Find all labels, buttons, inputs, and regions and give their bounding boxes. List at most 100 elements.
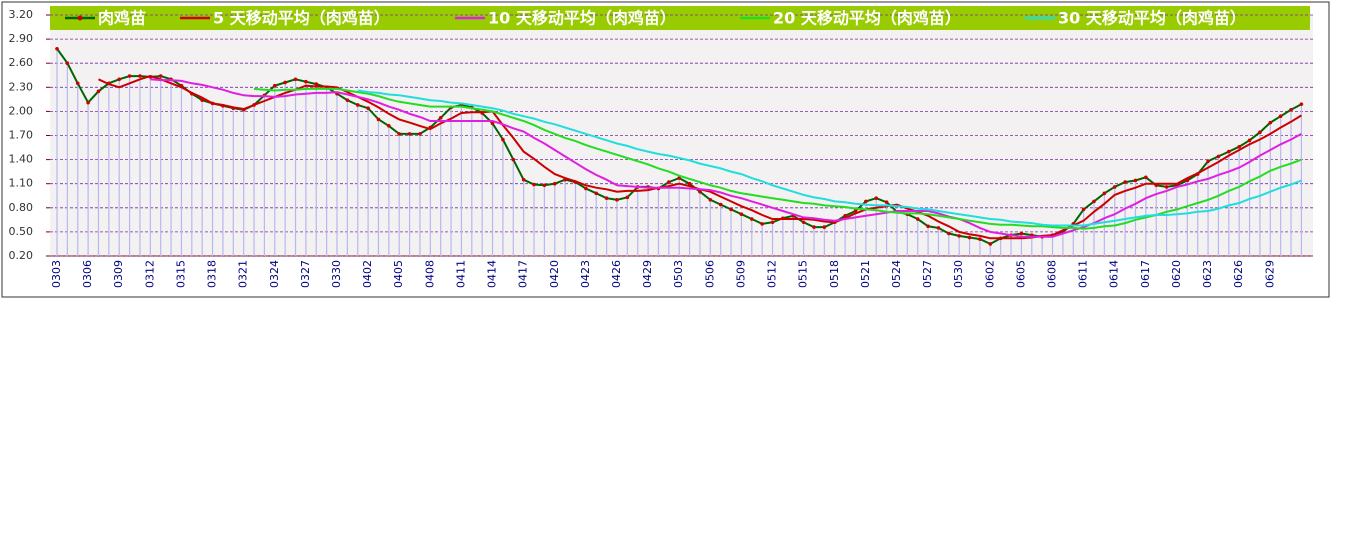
- point-marker: [552, 181, 557, 186]
- legend-label: 30 天移动平均（肉鸡苗）: [1058, 9, 1246, 28]
- point-marker: [75, 81, 80, 86]
- y-tick-label: 1.70: [9, 129, 34, 142]
- x-tick-label: 0527: [921, 260, 934, 288]
- point-marker: [438, 116, 443, 120]
- x-tick-label: 0608: [1046, 260, 1059, 288]
- y-tick-label: 0.20: [9, 249, 34, 262]
- point-marker: [1237, 144, 1241, 149]
- series-line: [150, 78, 1302, 238]
- point-marker: [366, 106, 370, 110]
- legend-label: 肉鸡苗: [98, 9, 146, 28]
- point-marker: [853, 209, 858, 213]
- legend-marker: [77, 15, 83, 21]
- point-marker: [1019, 231, 1024, 236]
- point-marker: [1102, 191, 1107, 196]
- point-marker: [739, 212, 744, 217]
- x-tick-label: 0524: [890, 260, 903, 288]
- x-tick-label: 0530: [952, 260, 965, 288]
- point-marker: [947, 231, 951, 236]
- y-tick-label: 1.10: [9, 177, 34, 190]
- x-tick-label: 0611: [1077, 260, 1090, 288]
- x-tick-label: 0315: [174, 260, 187, 288]
- x-tick-label: 0402: [361, 260, 374, 288]
- legend-band: [50, 6, 1310, 30]
- point-marker: [532, 182, 536, 187]
- point-marker: [687, 181, 692, 186]
- point-marker: [729, 207, 733, 212]
- point-marker: [55, 46, 59, 51]
- x-tick-label: 0626: [1232, 260, 1245, 288]
- x-tick-label: 0417: [517, 260, 530, 288]
- point-marker: [304, 79, 308, 84]
- point-marker: [387, 124, 391, 128]
- point-marker: [511, 157, 516, 162]
- point-marker: [988, 242, 993, 246]
- series-line: [357, 89, 1302, 227]
- point-marker: [1164, 185, 1169, 189]
- point-marker: [65, 61, 70, 65]
- point-marker: [501, 137, 505, 142]
- x-tick-label: 0602: [983, 260, 996, 288]
- x-tick-label: 0405: [392, 260, 405, 288]
- x-tick-label: 0426: [610, 260, 623, 288]
- point-marker: [1289, 107, 1293, 112]
- x-tick-label: 0303: [50, 260, 63, 288]
- point-marker: [272, 83, 277, 88]
- y-tick-label: 0.50: [9, 225, 34, 238]
- x-tick-label: 0327: [299, 260, 312, 288]
- x-tick-label: 0330: [330, 260, 343, 288]
- point-marker: [884, 200, 889, 204]
- point-marker: [1133, 178, 1138, 183]
- x-tick-label: 0509: [734, 260, 747, 288]
- point-marker: [293, 77, 298, 82]
- x-tick-label: 0420: [548, 260, 561, 288]
- point-marker: [521, 177, 526, 182]
- point-marker: [594, 191, 599, 196]
- point-marker: [1216, 154, 1221, 159]
- point-marker: [718, 202, 723, 207]
- x-tick-label: 0515: [797, 260, 810, 288]
- point-marker: [127, 74, 132, 78]
- point-marker: [957, 234, 961, 238]
- point-marker: [822, 225, 827, 229]
- x-tick-label: 0318: [206, 260, 219, 288]
- point-marker: [978, 237, 982, 241]
- point-marker: [1299, 102, 1304, 106]
- point-marker: [1227, 149, 1231, 154]
- x-tick-label: 0512: [766, 260, 779, 288]
- point-marker: [604, 196, 609, 200]
- x-tick-label: 0429: [641, 260, 654, 288]
- legend-label: 10 天移动平均（肉鸡苗）: [488, 9, 676, 28]
- x-tick-label: 0605: [1014, 260, 1027, 288]
- x-tick-label: 0521: [859, 260, 872, 288]
- y-tick-label: 2.00: [9, 104, 34, 117]
- point-marker: [749, 217, 754, 221]
- point-marker: [1247, 138, 1252, 143]
- x-tick-label: 0306: [81, 260, 94, 288]
- point-marker: [355, 103, 360, 107]
- point-marker: [314, 82, 319, 86]
- point-marker: [1123, 180, 1127, 184]
- point-marker: [936, 226, 941, 230]
- point-marker: [376, 117, 381, 122]
- series-line: [253, 87, 1302, 230]
- point-marker: [1278, 114, 1283, 119]
- point-marker: [86, 100, 90, 105]
- point-marker: [584, 186, 588, 191]
- point-marker: [967, 235, 972, 240]
- point-marker: [1144, 175, 1148, 180]
- x-tick-label: 0503: [672, 260, 685, 288]
- point-marker: [1092, 199, 1096, 204]
- x-tick-label: 0408: [423, 260, 436, 288]
- point-marker: [96, 89, 101, 94]
- x-tick-label: 0321: [237, 260, 250, 288]
- x-tick-label: 0411: [454, 260, 467, 288]
- y-tick-label: 2.30: [9, 80, 34, 93]
- y-tick-label: 2.60: [9, 56, 34, 69]
- x-tick-label: 0614: [1108, 260, 1121, 288]
- point-marker: [345, 98, 350, 102]
- point-marker: [1081, 207, 1086, 212]
- x-tick-label: 0620: [1170, 260, 1183, 288]
- point-marker: [1268, 120, 1273, 125]
